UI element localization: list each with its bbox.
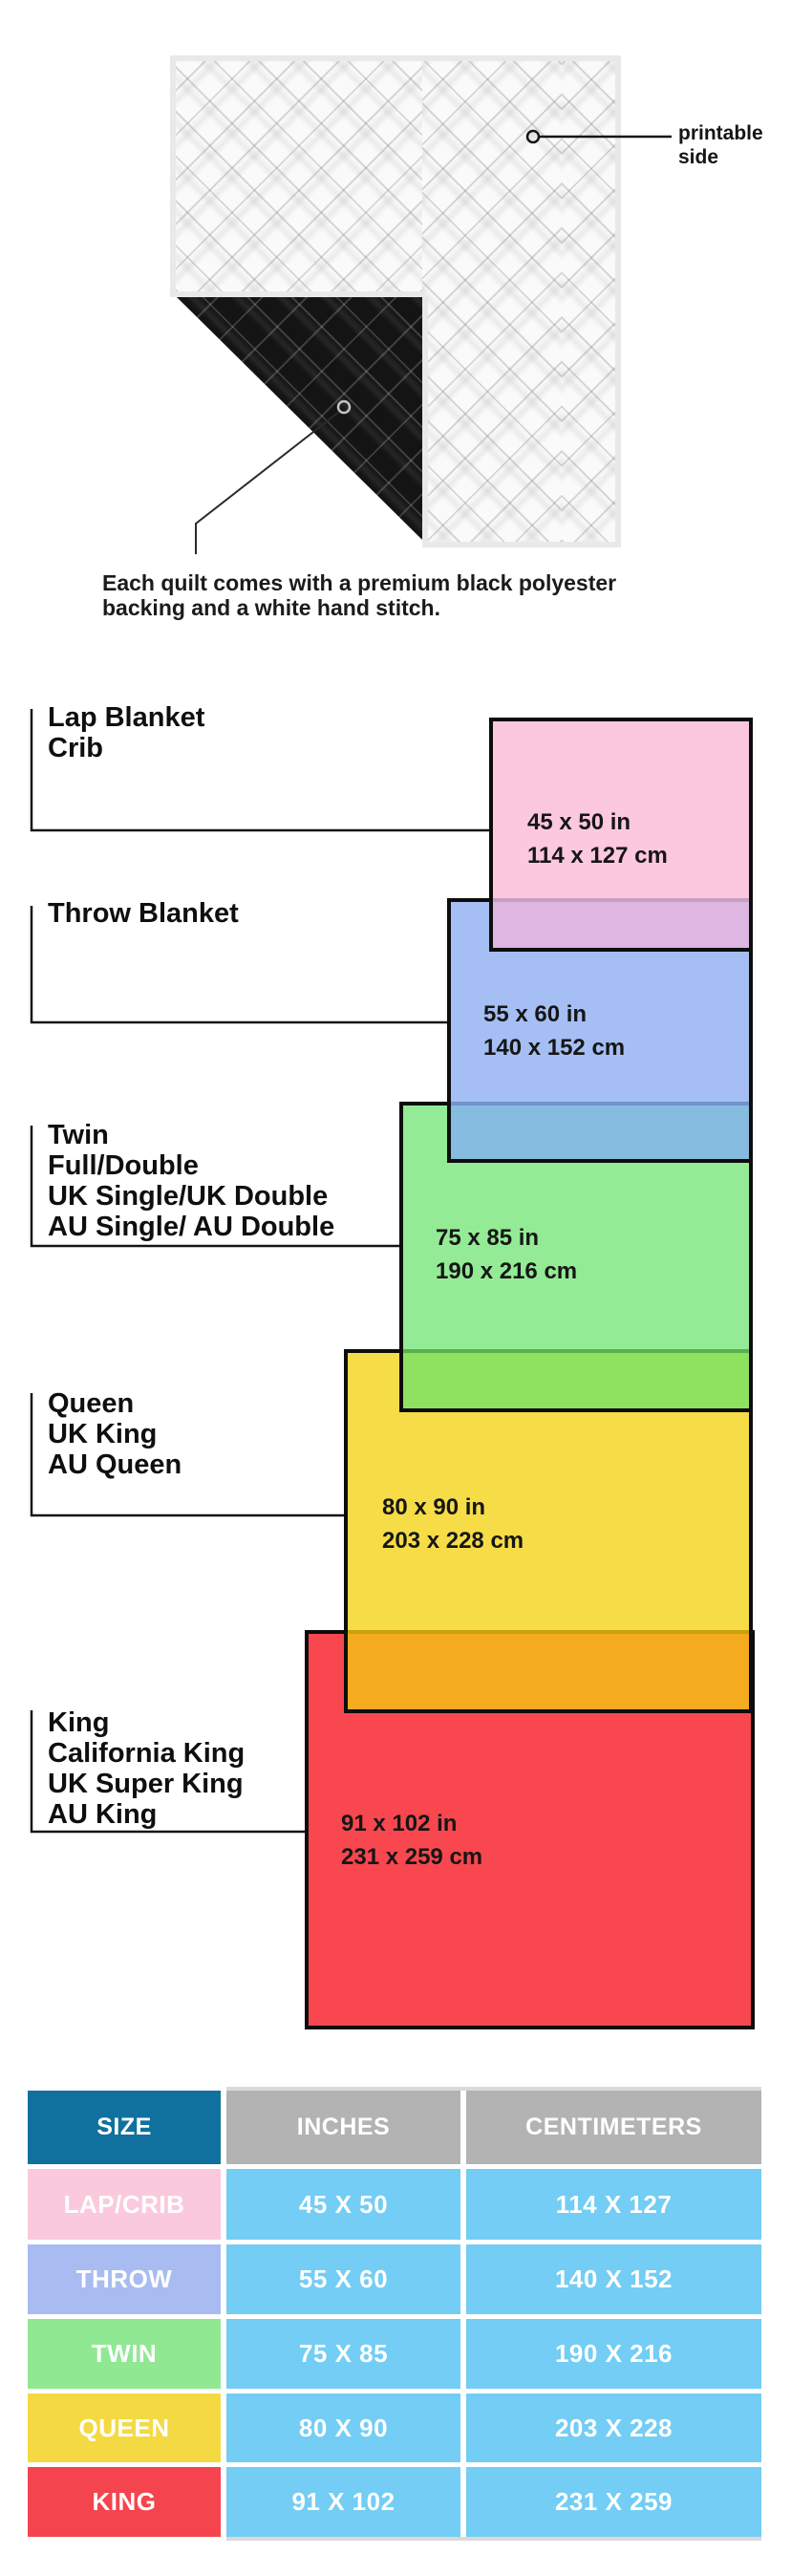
table-row-cm: 190 X 216 xyxy=(466,2319,761,2389)
size-note-throw: 55 x 60 in 140 x 152 cm xyxy=(483,998,625,1064)
table-row-size: LAP/CRIB xyxy=(28,2169,221,2240)
quilt-image xyxy=(170,55,621,547)
table-bottom-edge xyxy=(226,2537,761,2541)
label-line: AU Single/ AU Double xyxy=(48,1212,335,1242)
table-row-cm: 203 X 228 xyxy=(466,2394,761,2462)
table-row-size: QUEEN xyxy=(28,2394,221,2462)
table-header-size: SIZE xyxy=(28,2091,221,2164)
label-line: Twin xyxy=(48,1120,109,1150)
table-row-inches: 45 X 50 xyxy=(226,2169,460,2240)
size-cm: 203 x 228 cm xyxy=(382,1528,524,1554)
label-line: UK King xyxy=(48,1419,158,1449)
size-cm: 114 x 127 cm xyxy=(527,843,668,869)
table-row-cm: 140 X 152 xyxy=(466,2244,761,2314)
twin-overlap-fill xyxy=(403,1353,749,1408)
label-group-king: King California King UK Super King AU Ki… xyxy=(48,1707,245,1830)
table-row-cm: 231 X 259 xyxy=(466,2467,761,2537)
table-row-inches: 80 X 90 xyxy=(226,2394,460,2462)
twin-overlap-divider xyxy=(403,1349,749,1353)
quilt-caption-line-2: backing and a white hand stitch. xyxy=(102,595,440,620)
label-line: UK Single/UK Double xyxy=(48,1181,329,1212)
lap-overlap-fill xyxy=(493,902,749,948)
quilt-front-top-left xyxy=(170,55,422,297)
label-line: AU King xyxy=(48,1799,158,1830)
label-line: Throw Blanket xyxy=(48,898,239,929)
label-line: California King xyxy=(48,1738,246,1769)
quilt-black-backing-triangle xyxy=(177,297,422,540)
size-inches: 75 x 85 in xyxy=(436,1225,540,1251)
table-row-size: TWIN xyxy=(28,2319,221,2389)
size-cm: 190 x 216 cm xyxy=(436,1258,578,1284)
lap-fill xyxy=(493,721,749,898)
printable-side-label: printable side xyxy=(678,122,763,168)
table-row-size: KING xyxy=(28,2467,221,2537)
throw-overlap-divider xyxy=(451,1102,749,1106)
table-row-inches: 75 X 85 xyxy=(226,2319,460,2389)
label-line: UK Super King xyxy=(48,1769,244,1799)
label-line: Crib xyxy=(48,733,103,763)
size-note-lap: 45 x 50 in 114 x 127 cm xyxy=(527,805,668,872)
size-note-twin: 75 x 85 in 190 x 216 cm xyxy=(436,1221,577,1288)
label-line: Full/Double xyxy=(48,1150,199,1181)
table-row-cm: 114 X 127 xyxy=(466,2169,761,2240)
table-row-size: THROW xyxy=(28,2244,221,2314)
quilt-caption-line-1: Each quilt comes with a premium black po… xyxy=(102,570,617,595)
label-group-twin: Twin Full/Double UK Single/UK Double AU … xyxy=(48,1120,334,1242)
queen-overlap-fill xyxy=(348,1634,749,1709)
quilt-fold-hem xyxy=(422,297,428,547)
size-cm: 231 x 259 cm xyxy=(341,1844,483,1870)
size-note-king: 91 x 102 in 231 x 259 cm xyxy=(341,1807,482,1874)
size-inches: 45 x 50 in xyxy=(527,809,631,835)
table-top-edge xyxy=(226,2087,761,2091)
label-line: AU Queen xyxy=(48,1449,182,1480)
queen-overlap-divider xyxy=(348,1630,749,1634)
size-inches: 80 x 90 in xyxy=(382,1494,486,1520)
size-inches: 55 x 60 in xyxy=(483,1001,588,1027)
label-group-lap-crib: Lap Blanket Crib xyxy=(48,702,204,763)
throw-overlap-fill xyxy=(451,1106,749,1159)
table-row-inches: 55 X 60 xyxy=(226,2244,460,2314)
label-line: Lap Blanket xyxy=(48,702,205,733)
table-header-centimeters: CENTIMETERS xyxy=(466,2091,761,2164)
label-line: Queen xyxy=(48,1388,135,1419)
quilt-front-right xyxy=(422,55,621,547)
table-header-inches: INCHES xyxy=(226,2091,460,2164)
label-line: King xyxy=(48,1707,110,1738)
label-group-queen: Queen UK King AU Queen xyxy=(48,1388,182,1480)
table-row-inches: 91 X 102 xyxy=(226,2467,460,2537)
lap-overlap-divider xyxy=(493,898,749,902)
size-comparison-table: SIZE INCHES CENTIMETERS LAP/CRIB 45 X 50… xyxy=(28,2091,761,2537)
diagram-rect-lap-crib xyxy=(489,718,753,952)
label-group-throw: Throw Blanket xyxy=(48,898,239,929)
size-inches: 91 x 102 in xyxy=(341,1811,458,1836)
size-note-queen: 80 x 90 in 203 x 228 cm xyxy=(382,1491,524,1557)
size-cm: 140 x 152 cm xyxy=(483,1035,626,1061)
